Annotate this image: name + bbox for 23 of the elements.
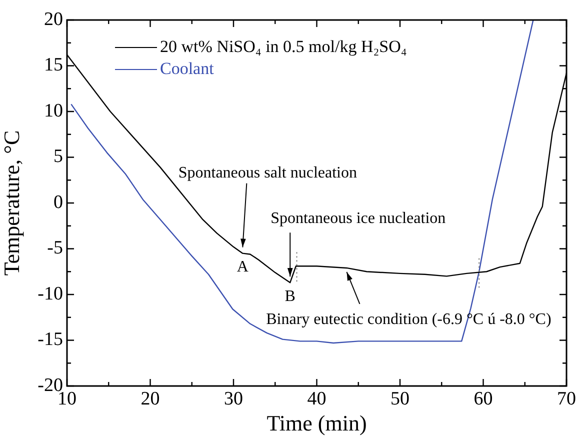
y-tick-label: 15 [44, 54, 63, 76]
annotation: A [236, 258, 249, 276]
x-tick-label: 50 [390, 388, 410, 410]
x-tick-label: 20 [140, 388, 160, 410]
x-axis-title: Time (min) [266, 410, 367, 436]
annotation: B [284, 288, 296, 305]
y-tick-label: 20 [44, 8, 63, 30]
x-tick-label: 60 [474, 388, 493, 410]
legend-label: Coolant [160, 59, 214, 79]
legend-label: 20 wt% NiSO₄ in 0.5 mol/kg H₂SO₄ [160, 37, 407, 57]
y-tick-label: 10 [44, 100, 63, 122]
y-tick-label: -15 [38, 329, 63, 350]
y-tick-label: -5 [47, 238, 63, 259]
x-tick-label: 30 [224, 388, 243, 410]
x-tick-label: 70 [557, 388, 576, 410]
y-tick-label: 0 [54, 192, 63, 213]
annotation: Spontaneous salt nucleation [178, 164, 357, 182]
x-tick-label: 40 [307, 388, 326, 410]
y-tick-label: 5 [54, 146, 63, 168]
y-axis-title: Temperature, °C [0, 130, 24, 276]
annotation: Binary eutectic condition (-6.9 °C ú -8.0 °C) [266, 311, 552, 328]
annotation: Spontaneous ice nucleation [270, 210, 446, 227]
y-tick-label: -10 [38, 283, 63, 304]
